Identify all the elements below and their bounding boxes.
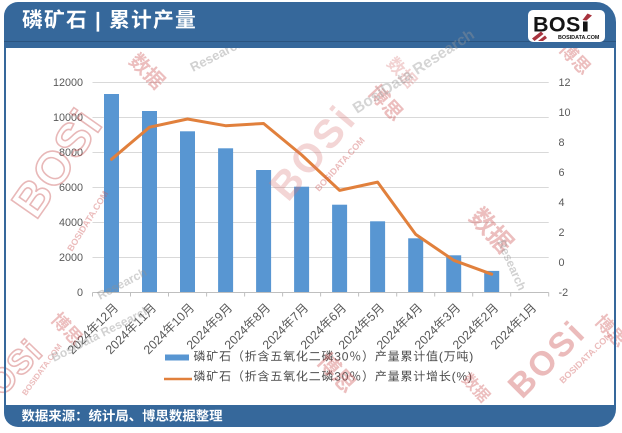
svg-text:2000: 2000 — [59, 252, 83, 264]
svg-text:-2: -2 — [559, 287, 569, 299]
svg-text:6000: 6000 — [59, 182, 83, 194]
svg-text:12000: 12000 — [53, 77, 83, 89]
svg-text:4000: 4000 — [59, 217, 83, 229]
svg-text:8: 8 — [559, 137, 565, 149]
svg-text:4: 4 — [559, 197, 565, 209]
svg-text:6: 6 — [559, 167, 565, 179]
svg-text:0: 0 — [77, 287, 83, 299]
svg-text:BOSIDATA.COM: BOSIDATA.COM — [558, 35, 600, 41]
svg-text:12: 12 — [559, 77, 571, 89]
svg-text:0: 0 — [559, 257, 565, 269]
svg-text:8000: 8000 — [59, 147, 83, 159]
svg-text:10: 10 — [559, 107, 571, 119]
svg-text:2: 2 — [559, 227, 565, 239]
svg-text:BosiData Research: BosiData Research — [350, 26, 478, 117]
svg-text:10000: 10000 — [53, 112, 83, 124]
